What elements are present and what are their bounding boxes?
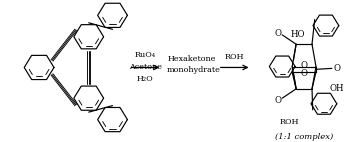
Text: RuO₄: RuO₄ — [135, 51, 156, 59]
Text: O: O — [275, 29, 282, 37]
Text: ROH: ROH — [225, 53, 244, 61]
Text: Hexaketone: Hexaketone — [167, 55, 215, 63]
Text: ROH: ROH — [280, 118, 299, 126]
Text: HO: HO — [291, 30, 305, 39]
Text: H₂O: H₂O — [137, 75, 154, 83]
Text: O: O — [301, 69, 308, 78]
Text: (1:1 complex): (1:1 complex) — [275, 133, 333, 141]
Text: monohydrate: monohydrate — [167, 66, 221, 74]
Text: O: O — [301, 61, 308, 70]
Text: OH: OH — [330, 84, 344, 93]
Text: Acetone: Acetone — [129, 63, 162, 71]
Text: O: O — [275, 96, 282, 106]
Text: O: O — [333, 64, 340, 73]
